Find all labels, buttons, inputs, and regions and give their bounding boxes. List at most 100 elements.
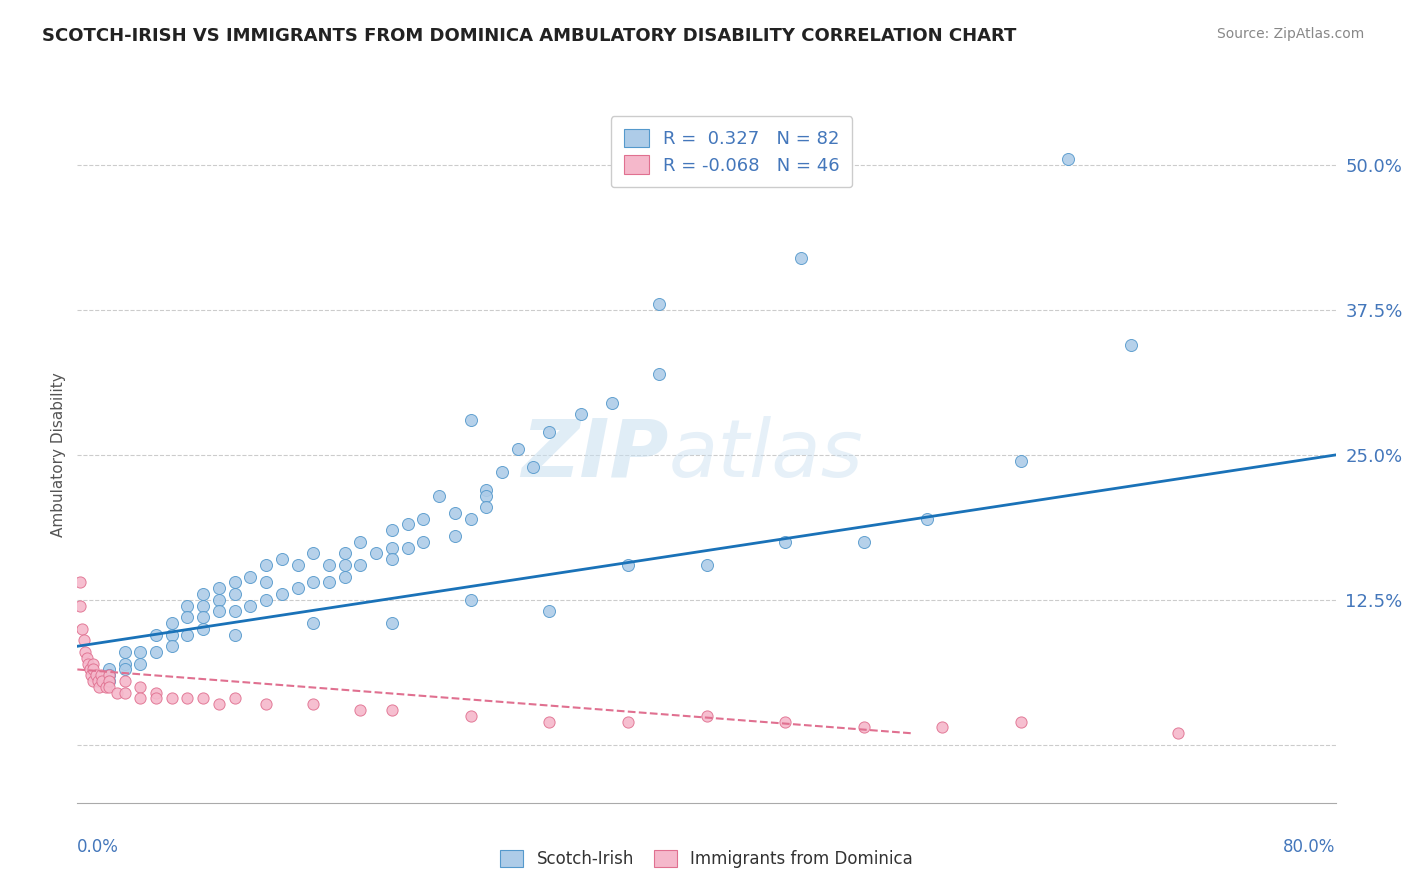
Point	[82, 657, 104, 671]
Point	[114, 674, 136, 689]
Point	[97, 668, 120, 682]
Point	[412, 511, 434, 525]
Point	[773, 714, 796, 729]
Point	[349, 558, 371, 573]
Point	[224, 691, 246, 706]
Point	[287, 558, 309, 573]
Point	[145, 685, 167, 699]
Point	[852, 721, 875, 735]
Point	[191, 599, 215, 613]
Point	[569, 407, 592, 422]
Point	[176, 599, 198, 613]
Point	[318, 575, 340, 590]
Point	[208, 605, 231, 619]
Y-axis label: Ambulatory Disability: Ambulatory Disability	[51, 373, 66, 537]
Point	[224, 605, 246, 619]
Point	[254, 575, 277, 590]
Point	[302, 546, 325, 561]
Point	[114, 657, 136, 671]
Point	[160, 628, 183, 642]
Text: ZIP: ZIP	[522, 416, 669, 494]
Text: SCOTCH-IRISH VS IMMIGRANTS FROM DOMINICA AMBULATORY DISABILITY CORRELATION CHART: SCOTCH-IRISH VS IMMIGRANTS FROM DOMINICA…	[42, 27, 1017, 45]
Point	[160, 691, 183, 706]
Point	[773, 534, 796, 549]
Point	[176, 610, 198, 624]
Point	[160, 615, 183, 630]
Point	[1010, 453, 1032, 467]
Point	[191, 691, 215, 706]
Point	[82, 662, 104, 676]
Point	[176, 691, 198, 706]
Point	[270, 587, 292, 601]
Point	[75, 645, 97, 659]
Point	[77, 657, 100, 671]
Point	[427, 489, 450, 503]
Point	[254, 592, 277, 607]
Point	[1057, 152, 1080, 166]
Point	[506, 442, 529, 457]
Point	[114, 645, 136, 659]
Point	[145, 691, 167, 706]
Point	[538, 714, 561, 729]
Point	[460, 511, 482, 525]
Point	[412, 534, 434, 549]
Point	[648, 297, 671, 311]
Point	[475, 500, 498, 514]
Point	[254, 698, 277, 712]
Point	[349, 703, 371, 717]
Point	[460, 708, 482, 723]
Point	[114, 685, 136, 699]
Point	[97, 662, 120, 676]
Point	[89, 680, 111, 694]
Point	[460, 413, 482, 427]
Point	[224, 575, 246, 590]
Point	[1121, 338, 1143, 352]
Point	[460, 592, 482, 607]
Point	[208, 582, 231, 596]
Point	[208, 592, 231, 607]
Point	[302, 615, 325, 630]
Point	[333, 558, 356, 573]
Legend: Scotch-Irish, Immigrants from Dominica: Scotch-Irish, Immigrants from Dominica	[494, 843, 920, 874]
Point	[105, 685, 128, 699]
Point	[381, 552, 404, 566]
Point	[69, 575, 91, 590]
Point	[617, 558, 640, 573]
Point	[145, 628, 167, 642]
Point	[97, 668, 120, 682]
Point	[444, 506, 467, 520]
Text: Source: ZipAtlas.com: Source: ZipAtlas.com	[1216, 27, 1364, 41]
Point	[87, 674, 110, 689]
Point	[381, 541, 404, 555]
Point	[696, 708, 718, 723]
Point	[79, 662, 101, 676]
Point	[224, 587, 246, 601]
Point	[69, 599, 91, 613]
Point	[97, 674, 120, 689]
Point	[94, 680, 117, 694]
Point	[84, 668, 107, 682]
Point	[97, 680, 120, 694]
Point	[224, 628, 246, 642]
Point	[396, 541, 419, 555]
Point	[1167, 726, 1189, 740]
Point	[191, 610, 215, 624]
Point	[396, 517, 419, 532]
Point	[90, 668, 112, 682]
Point	[617, 714, 640, 729]
Point	[696, 558, 718, 573]
Point	[538, 425, 561, 439]
Point	[852, 534, 875, 549]
Point	[76, 651, 98, 665]
Point	[114, 662, 136, 676]
Point	[70, 622, 93, 636]
Point	[254, 558, 277, 573]
Point	[191, 622, 215, 636]
Point	[475, 489, 498, 503]
Point	[239, 570, 262, 584]
Point	[72, 633, 94, 648]
Point	[333, 546, 356, 561]
Point	[381, 523, 404, 537]
Point	[129, 680, 152, 694]
Point	[366, 546, 388, 561]
